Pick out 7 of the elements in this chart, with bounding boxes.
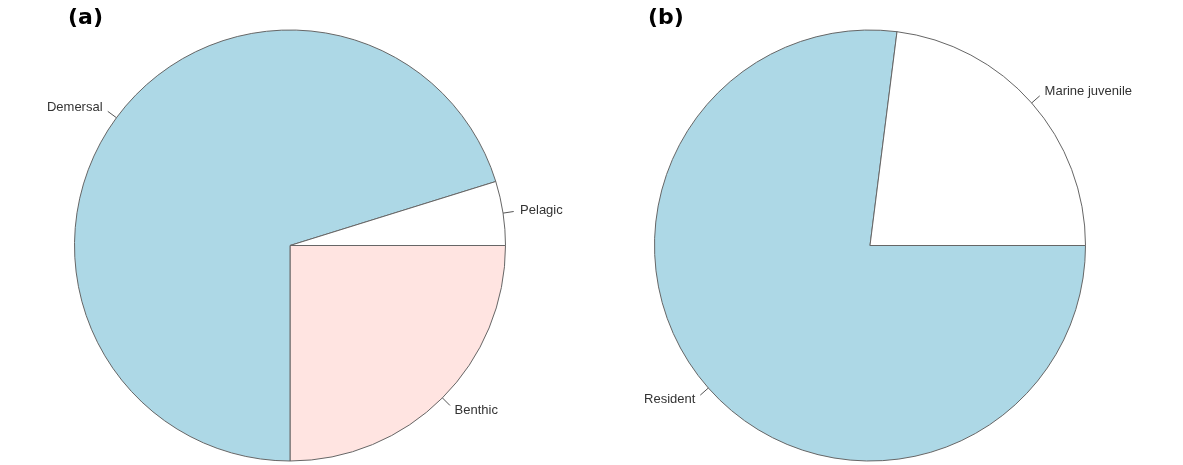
slice-label: Demersal (46, 99, 103, 115)
chart-title: (b) (648, 4, 684, 29)
slice-label: Marine juvenile (1044, 83, 1133, 99)
chart-title: (a) (68, 4, 103, 29)
slice-label: Resident (644, 390, 696, 406)
slice-label: Pelagic (520, 202, 564, 218)
slice-label: Benthic (454, 401, 499, 417)
